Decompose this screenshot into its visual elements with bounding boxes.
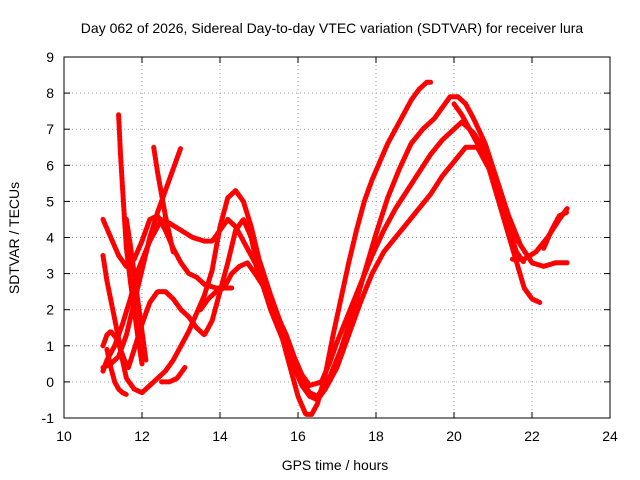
- y-tick-label: 1: [46, 338, 54, 354]
- y-tick-label: -1: [42, 410, 55, 426]
- series-track-i: [151, 144, 176, 255]
- x-tick-label: 20: [446, 428, 462, 444]
- series-track-a: [100, 79, 434, 417]
- y-tick-label: 9: [46, 49, 54, 65]
- x-axis-label: GPS time / hours: [282, 457, 389, 473]
- series-track-b: [100, 119, 527, 388]
- y-tick-label: 3: [46, 266, 54, 282]
- series-track-e: [116, 112, 145, 367]
- series-track-f: [100, 144, 184, 370]
- y-tick-label: 6: [46, 157, 54, 173]
- x-tick-label: 22: [524, 428, 540, 444]
- y-axis-label: SDTVAR / TECUs: [6, 182, 22, 294]
- y-tick-label: 2: [46, 302, 54, 318]
- y-tick-label: 7: [46, 121, 54, 137]
- x-tick-label: 10: [56, 428, 72, 444]
- y-tick-label: 0: [46, 374, 54, 390]
- y-tick-label: 5: [46, 193, 54, 209]
- series-track-d: [100, 144, 543, 403]
- series-track-j: [198, 285, 235, 313]
- series-track-h: [104, 346, 129, 397]
- x-tick-label: 12: [134, 428, 150, 444]
- x-tick-label: 18: [368, 428, 384, 444]
- series-track-g: [123, 216, 149, 363]
- data-series: [100, 79, 570, 417]
- x-tick-label: 14: [212, 428, 228, 444]
- y-tick-label: 8: [46, 85, 54, 101]
- series-track-k: [159, 365, 188, 385]
- y-tick-label: 4: [46, 230, 54, 246]
- series-track-n: [451, 101, 519, 244]
- chart-title: Day 062 of 2026, Sidereal Day-to-day VTE…: [81, 20, 584, 36]
- plot-frame: [63, 56, 611, 419]
- x-tick-label: 16: [290, 428, 306, 444]
- series-track-m: [541, 209, 570, 251]
- x-tick-label: 24: [602, 428, 618, 444]
